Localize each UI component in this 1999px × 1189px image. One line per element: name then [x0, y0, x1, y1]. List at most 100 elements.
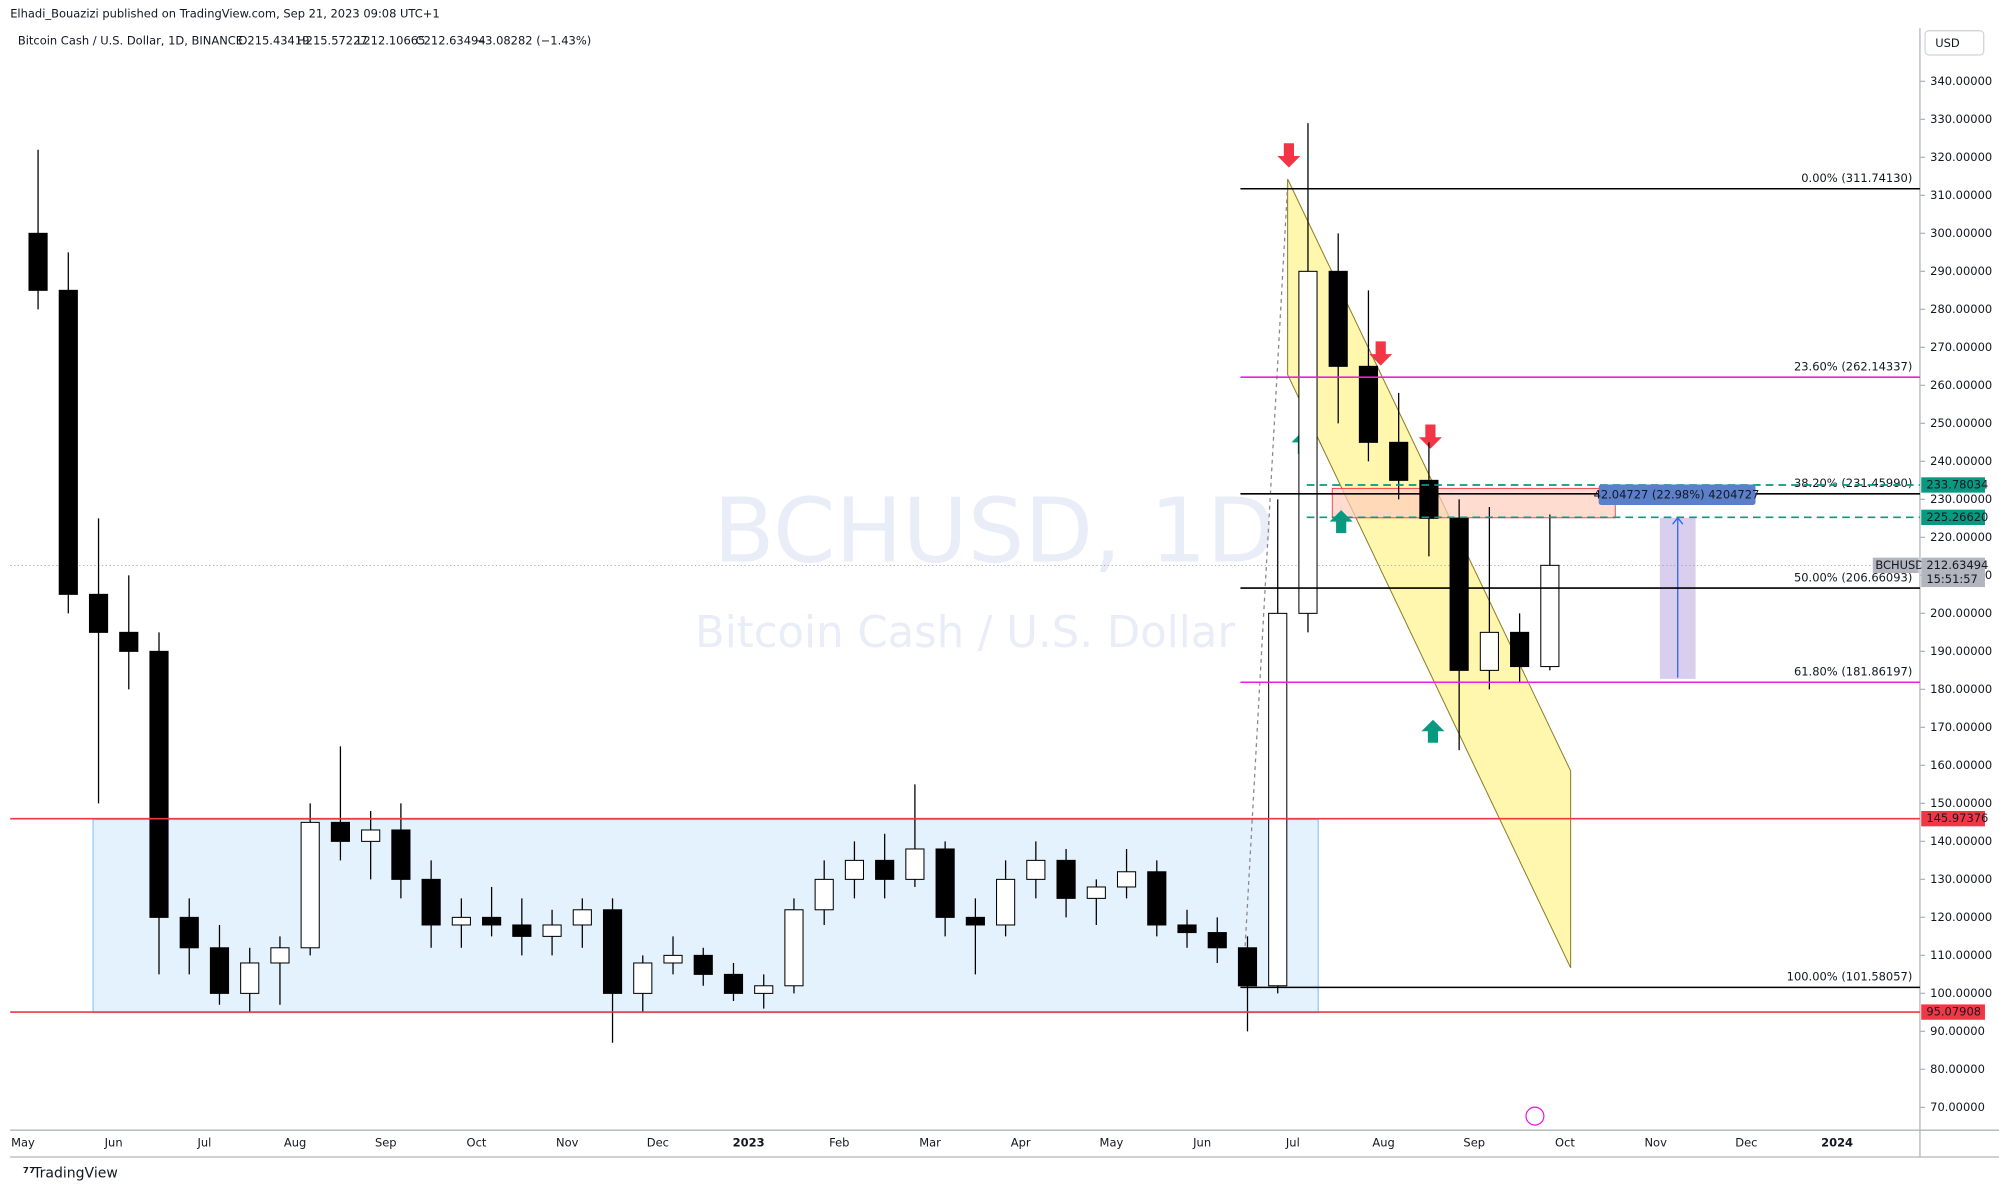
candle-body [844, 859, 865, 880]
symbol-tag-label: BCHUSD [1875, 558, 1924, 572]
y-tick-label: 240.00000 [1930, 454, 1992, 468]
fib-trend [1242, 185, 1289, 985]
candle-body [1237, 947, 1258, 987]
x-tick-label: 2024 [1821, 1135, 1853, 1149]
x-tick-label: Sep [375, 1135, 397, 1149]
candle-body [1177, 924, 1197, 934]
candle-body [784, 909, 804, 987]
candle-body [1419, 479, 1439, 519]
price-tag-label: 233.78034 [1926, 477, 1988, 491]
candle-body [361, 829, 381, 842]
ohlc-value: H215.57227 [297, 33, 368, 47]
candle-body [1389, 441, 1409, 481]
x-tick-label: Sep [1463, 1135, 1485, 1149]
ohlc-value: −3.08282 (−1.43%) [476, 33, 592, 47]
event-icon[interactable] [1525, 1106, 1545, 1126]
candle-body [1358, 365, 1379, 443]
x-tick-label: Dec [1735, 1135, 1757, 1149]
publisher: Elhadi_Bouazizi published on TradingView… [10, 7, 439, 21]
fib-label: 50.00% (206.66093) [1794, 570, 1912, 584]
candle-body [58, 289, 78, 595]
candle-body [482, 916, 502, 926]
candle-body [996, 878, 1016, 926]
x-tick-label: Mar [919, 1135, 941, 1149]
candle-body [512, 924, 532, 937]
x-tick-label: Jun [104, 1135, 123, 1149]
y-tick-label: 190.00000 [1930, 644, 1992, 658]
fib-label: 0.00% (311.74130) [1801, 171, 1912, 185]
x-tick-label: May [1100, 1135, 1124, 1149]
price-tag [1921, 557, 1985, 588]
y-tick-label: 150.00000 [1930, 796, 1992, 810]
candle-body [754, 985, 774, 994]
candle-body [542, 924, 562, 937]
x-tick-label: 2023 [733, 1135, 765, 1149]
x-tick-label: Jun [1192, 1135, 1211, 1149]
watermark-name: Bitcoin Cash / U.S. Dollar [695, 608, 1235, 658]
candle-body [814, 878, 834, 911]
price-tag [1921, 509, 1985, 526]
ohlc-value: O215.43419 [238, 33, 309, 47]
x-tick-label: Jul [1285, 1135, 1300, 1149]
candle-body [1268, 612, 1288, 987]
supply-zone[interactable] [1331, 487, 1616, 519]
symbol-tag [1872, 557, 1919, 574]
currency-button[interactable] [1924, 30, 1985, 56]
x-tick-label: Jul [196, 1135, 211, 1149]
x-tick-label: Nov [556, 1135, 579, 1149]
y-tick-label: 300.00000 [1930, 226, 1992, 240]
brand-logo: ⁷⁷ [23, 1166, 35, 1182]
y-tick-label: 220.00000 [1930, 530, 1992, 544]
candle-body [693, 954, 713, 975]
ohlc-value: L212.10665 [357, 33, 425, 47]
candle-body [1056, 859, 1076, 899]
candle-body [149, 650, 169, 918]
candle-body [451, 916, 471, 926]
brand: TradingView [32, 1166, 118, 1182]
candle-body [723, 973, 744, 994]
x-tick-label: Oct [1555, 1135, 1575, 1149]
x-tick-label: May [11, 1135, 35, 1149]
y-tick-label: 120.00000 [1930, 910, 1992, 924]
price-tag-label: 95.07908 [1926, 1005, 1981, 1019]
y-tick-label: 160.00000 [1930, 758, 1992, 772]
chart-title: Bitcoin Cash / U.S. Dollar, 1D, BINANCE [18, 33, 243, 47]
candle-body [179, 916, 199, 949]
candle-body [965, 916, 985, 926]
y-tick-label: 70.00000 [1930, 1100, 1985, 1114]
watermark-symbol: BCHUSD, 1D [713, 479, 1275, 583]
price-tag [1921, 1004, 1985, 1020]
candle-body [1026, 859, 1046, 880]
candle-body [1086, 886, 1106, 899]
y-tick-label: 80.00000 [1930, 1062, 1985, 1076]
candle-body [1479, 631, 1499, 671]
x-tick-label: Dec [647, 1135, 669, 1149]
x-tick-label: Feb [829, 1135, 849, 1149]
currency: USD [1935, 36, 1960, 50]
candle-body [1328, 270, 1348, 367]
price-tag [1921, 477, 1985, 493]
candle-body [1147, 871, 1167, 926]
candle-body [28, 232, 48, 291]
price-tag [1921, 811, 1985, 827]
drawings [92, 143, 1696, 1126]
range-box[interactable] [92, 818, 1319, 1014]
y-tick-label: 110.00000 [1930, 948, 1992, 962]
channel[interactable] [1287, 178, 1572, 969]
y-tick-label: 340.00000 [1930, 74, 1992, 88]
candle-body [300, 821, 320, 949]
candle-body [1298, 270, 1318, 614]
y-tick-label: 140.00000 [1930, 834, 1992, 848]
current-price-label: 212.63494 [1926, 558, 1988, 572]
candle-body [270, 947, 290, 964]
x-tick-label: Nov [1644, 1135, 1667, 1149]
candle-body [1510, 631, 1530, 668]
y-tick-label: 290.00000 [1930, 264, 1992, 278]
y-tick-label: 130.00000 [1930, 872, 1992, 886]
y-tick-label: 180.00000 [1930, 682, 1992, 696]
candle-body [875, 859, 895, 880]
candle-body [1540, 564, 1560, 668]
candle-body [421, 878, 441, 926]
candle-body [240, 962, 260, 994]
